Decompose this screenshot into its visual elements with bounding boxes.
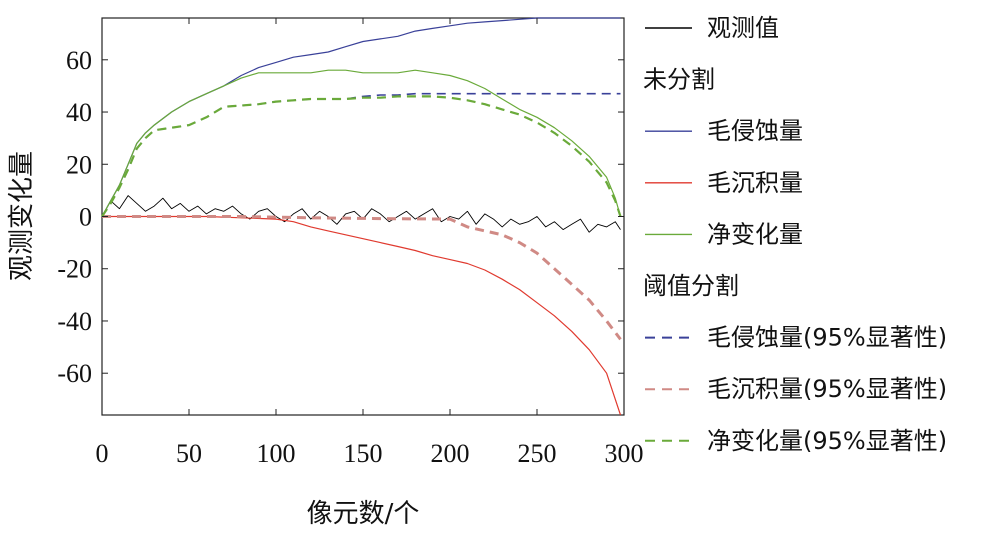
- y-tick-label: -40: [57, 307, 92, 336]
- y-tick-label: 40: [66, 98, 92, 127]
- legend-label-毛沉积量95显著性: 毛沉积量(95%显著性): [707, 375, 947, 403]
- x-axis-label: 像元数/个: [307, 499, 420, 529]
- series-line-1: [101, 17, 621, 217]
- x-tick-label: 250: [518, 439, 557, 468]
- y-tick-label: 60: [66, 46, 92, 75]
- series-line-5: [102, 215, 622, 341]
- x-tick-label: 50: [176, 439, 202, 468]
- y-tick-label: -20: [57, 255, 92, 284]
- y-tick-label: -60: [57, 359, 92, 388]
- legend-label-毛沉积量: 毛沉积量: [707, 169, 803, 197]
- series-line-0: [101, 195, 621, 233]
- series-line-6: [101, 95, 622, 218]
- y-axis-ticks: -60 -40 -20 0 20 40 60: [57, 46, 624, 388]
- y-tick-label: 20: [66, 150, 92, 179]
- x-tick-label: 300: [605, 439, 644, 468]
- legend-group-heading-1: 未分割: [643, 66, 715, 94]
- series-layer: [101, 17, 622, 416]
- legend-label-净变化量95显著性: 净变化量(95%显著性): [707, 427, 947, 455]
- series-line-2: [102, 215, 622, 416]
- series-line-4: [101, 92, 621, 217]
- series-line-3: [101, 69, 622, 217]
- legend-label-毛侵蚀量: 毛侵蚀量: [707, 117, 803, 145]
- x-axis-ticks: 0 50 100 150 200 250 300: [96, 18, 644, 468]
- legend-label-净变化量: 净变化量: [707, 220, 803, 248]
- legend-label-观测值: 观测值: [707, 14, 779, 42]
- legend-label-毛侵蚀量95显著性: 毛侵蚀量(95%显著性): [707, 324, 947, 352]
- x-tick-label: 200: [431, 439, 470, 468]
- x-tick-label: 0: [96, 439, 109, 468]
- x-tick-label: 100: [257, 439, 296, 468]
- x-tick-label: 150: [344, 439, 383, 468]
- y-axis-label: 观测变化量: [7, 151, 37, 281]
- legend-group-heading-2: 阈值分割: [643, 272, 739, 300]
- y-tick-label: 0: [79, 203, 92, 232]
